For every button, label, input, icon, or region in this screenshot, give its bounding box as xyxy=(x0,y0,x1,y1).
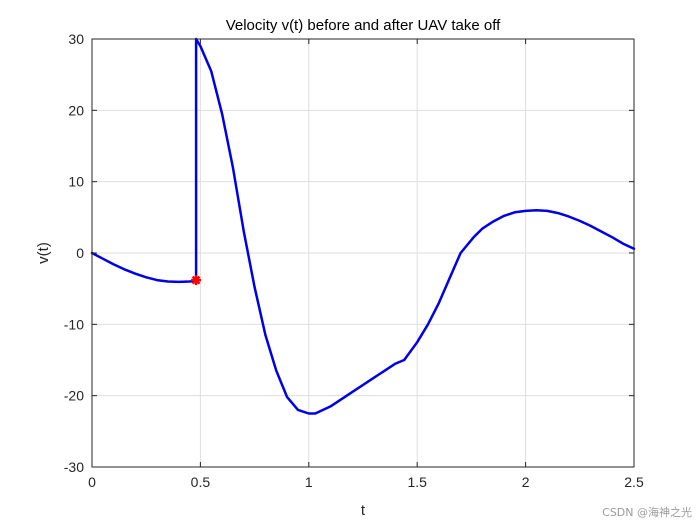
y-tick-label: -30 xyxy=(64,459,84,475)
grid xyxy=(91,38,635,468)
y-tick-label: 10 xyxy=(68,174,84,190)
x-tick-label: 1.5 xyxy=(407,474,427,490)
chart-title: Velocity v(t) before and after UAV take … xyxy=(226,17,501,34)
x-tick-label: 2.5 xyxy=(624,474,644,490)
x-tick-label: 2 xyxy=(522,474,530,490)
y-tick-label: 20 xyxy=(68,102,84,118)
ticks: 0 0.5 1 1.5 2 2.5 -30 -20 -10 0 10 20 30 xyxy=(64,31,644,490)
x-tick-label: 1 xyxy=(305,474,313,490)
watermark: CSDN @海神之光 xyxy=(602,506,692,519)
y-axis-label: v(t) xyxy=(35,242,52,264)
takeoff-marker xyxy=(191,275,202,286)
x-tick-label: 0 xyxy=(88,474,96,490)
y-tick-label: -20 xyxy=(64,388,84,404)
x-axis-label: t xyxy=(361,502,366,519)
y-tick-label: -10 xyxy=(64,316,84,332)
marker-layer xyxy=(191,275,202,286)
y-tick-label: 30 xyxy=(68,31,84,47)
x-tick-label: 0.5 xyxy=(191,474,211,490)
velocity-line xyxy=(90,37,636,415)
series-layer xyxy=(90,37,636,415)
y-tick-label: 0 xyxy=(76,245,84,261)
